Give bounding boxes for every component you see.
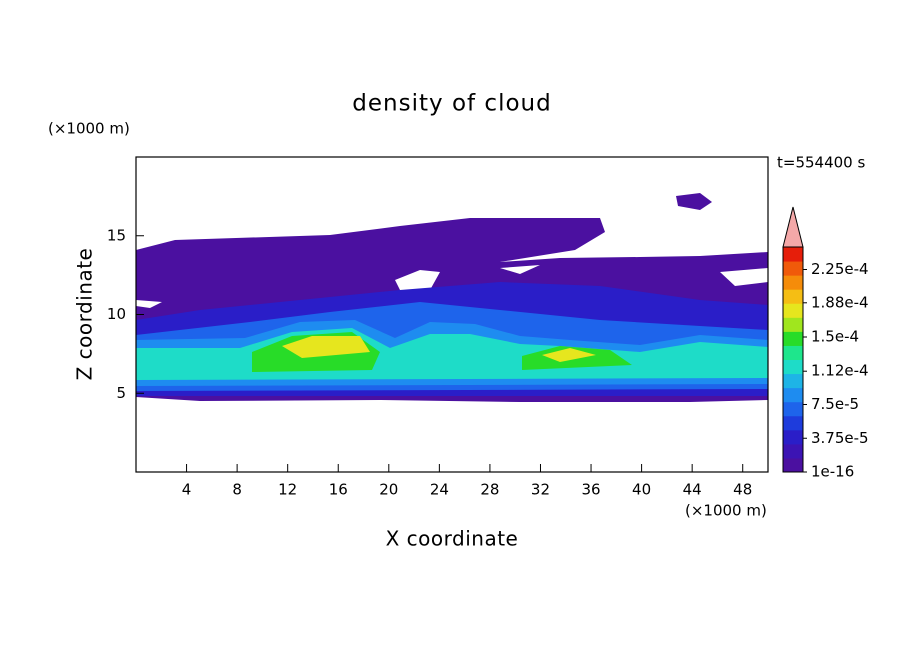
colorbar-tick-label: 7.5e-5: [811, 395, 859, 413]
contour-fill: [282, 336, 596, 362]
colorbar-band: [783, 331, 803, 346]
colorbar-band: [783, 457, 803, 473]
x-tick-label: 20: [379, 481, 398, 499]
x-tick-label: 12: [278, 481, 297, 499]
x-tick-label: 24: [430, 481, 449, 499]
y-tick-label: 15: [107, 226, 126, 244]
x-axis-title: X coordinate: [386, 527, 519, 551]
time-annotation: t=554400 s: [777, 154, 865, 172]
colorbar-tick-label: 2.25e-4: [811, 260, 869, 278]
contour-fill: [676, 193, 712, 210]
x-tick-label: 28: [480, 481, 499, 499]
colorbar-band: [783, 275, 803, 290]
x-tick-label: 48: [733, 481, 752, 499]
colorbar-band: [783, 387, 803, 403]
chart-title: density of cloud: [352, 91, 551, 117]
y-tick-label: 5: [116, 384, 126, 402]
x-tick-label: 16: [329, 481, 348, 499]
x-unit: (×1000 m): [685, 502, 767, 520]
y-unit: (×1000 m): [48, 120, 130, 138]
colorbar-tick-label: 1.12e-4: [811, 362, 869, 380]
colorbar-tick-label: 1.5e-4: [811, 328, 859, 346]
colorbar-frame: [782, 246, 804, 473]
x-tick-label: 40: [632, 481, 651, 499]
colorbar-band: [783, 359, 803, 375]
colorbar-band: [783, 401, 803, 417]
colorbar-band: [783, 373, 803, 389]
x-tick-label: 36: [581, 481, 600, 499]
x-tick-label: 32: [531, 481, 550, 499]
y-axis-title: Z coordinate: [73, 248, 97, 381]
x-tick-label: 44: [683, 481, 702, 499]
colorbar-band: [783, 303, 803, 318]
y-tick-label: 10: [107, 305, 126, 323]
colorbar-tick-label: 3.75e-5: [811, 429, 869, 447]
colorbar-tick-label: 1.88e-4: [811, 293, 869, 311]
colorbar-band: [783, 261, 803, 276]
plot-frame: [135, 156, 769, 473]
colorbar-tick-label: 1e-16: [811, 463, 854, 481]
x-tick-label: 8: [232, 481, 242, 499]
colorbar-extension: [782, 206, 804, 248]
contour-field: [136, 193, 768, 402]
colorbar-band: [783, 429, 803, 445]
colorbar-band: [783, 317, 803, 332]
colorbar-band: [783, 415, 803, 431]
colorbar-band: [783, 289, 803, 304]
colorbar-band: [783, 345, 803, 360]
colorbar-band: [783, 443, 803, 459]
x-tick-label: 4: [182, 481, 192, 499]
colorbar-band: [783, 247, 803, 262]
